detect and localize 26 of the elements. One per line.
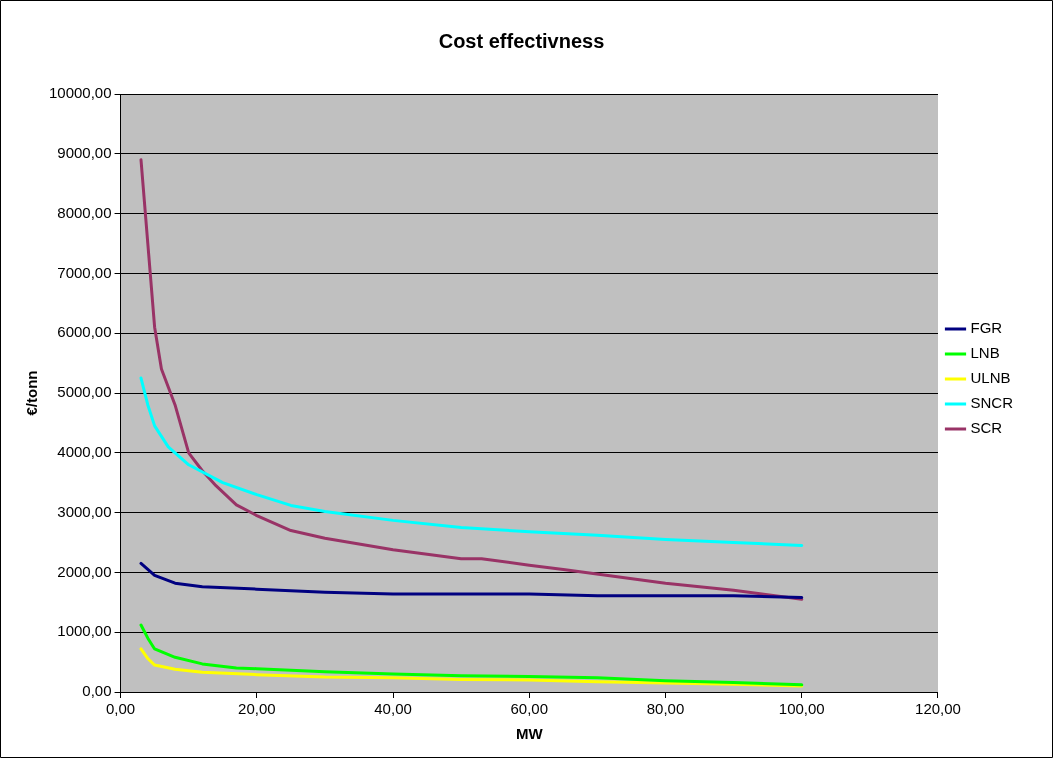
legend-label: SNCR xyxy=(970,394,1014,412)
y-tick-label: 4000,00 xyxy=(57,442,112,460)
x-tick-label: 0,00 xyxy=(105,700,136,718)
y-tick-label: 5000,00 xyxy=(57,383,112,401)
legend-label: SCR xyxy=(970,419,1003,437)
y-tick-label: 10000,00 xyxy=(48,84,112,102)
x-tick-label: 60,00 xyxy=(510,700,549,718)
x-tick-label: 100,00 xyxy=(778,700,825,718)
x-tick-label: 120,00 xyxy=(915,700,961,718)
legend-label: FGR xyxy=(970,319,1003,337)
y-tick-label: 6000,00 xyxy=(57,323,112,341)
legend-label: ULNB xyxy=(970,369,1011,387)
y-tick-label: 7000,00 xyxy=(57,263,112,281)
y-tick-label: 0,00 xyxy=(82,682,112,700)
y-axis-title: €/tonn xyxy=(23,370,41,416)
y-tick-label: 3000,00 xyxy=(57,502,112,520)
legend-label: LNB xyxy=(970,344,1000,362)
x-tick-label: 80,00 xyxy=(646,700,685,718)
y-tick-label: 2000,00 xyxy=(57,562,112,580)
y-tick-label: 8000,00 xyxy=(57,203,112,221)
x-tick-label: 20,00 xyxy=(238,700,276,718)
x-axis-title: MW xyxy=(515,725,544,743)
x-tick-label: 40,00 xyxy=(374,700,412,718)
chart-title: Cost effectivness xyxy=(438,29,605,52)
y-tick-label: 9000,00 xyxy=(57,143,112,161)
y-tick-label: 1000,00 xyxy=(57,622,112,640)
